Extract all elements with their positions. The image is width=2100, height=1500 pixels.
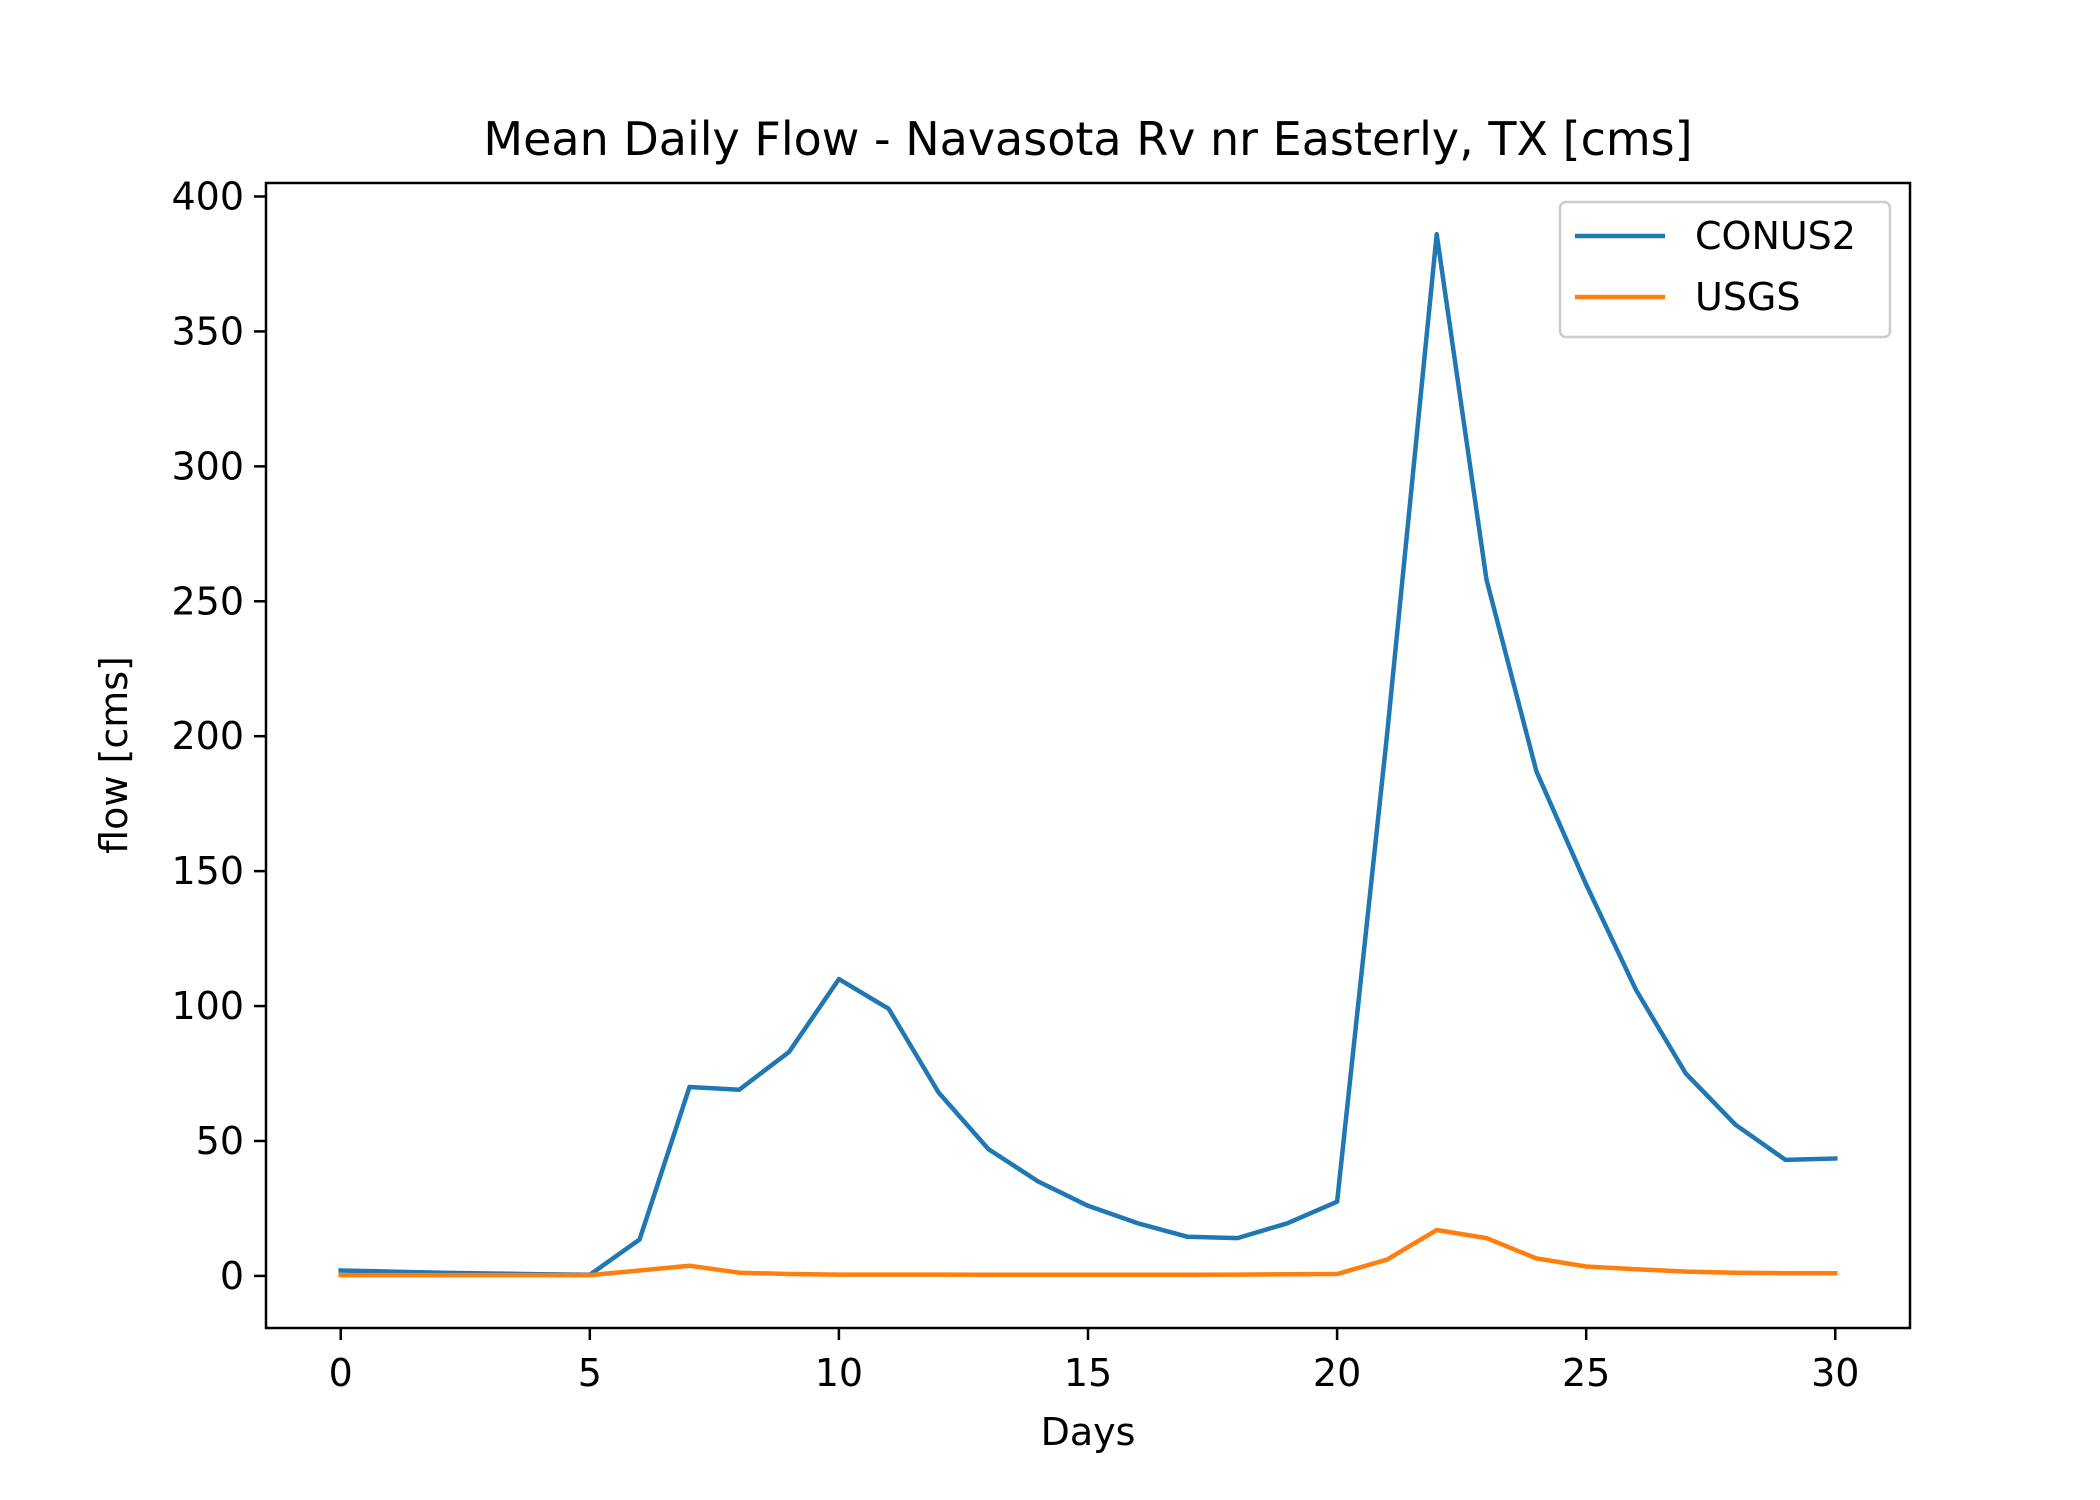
- y-tick-label: 350: [171, 309, 244, 353]
- y-tick-label: 150: [171, 849, 244, 893]
- y-tick-label: 50: [196, 1119, 244, 1163]
- y-tick-label: 300: [171, 444, 244, 488]
- x-tick-label: 0: [329, 1351, 353, 1395]
- y-axis-label: flow [cms]: [92, 656, 136, 854]
- x-tick-label: 5: [578, 1351, 602, 1395]
- x-tick-label: 15: [1064, 1351, 1112, 1395]
- y-axis-ticks: 0 50 100 150 200 250 300 350 400: [171, 174, 266, 1298]
- plot-lines: [338, 232, 1838, 1278]
- y-tick-label: 400: [171, 174, 244, 218]
- x-tick-label: 25: [1562, 1351, 1610, 1395]
- x-tick-label: 30: [1811, 1351, 1859, 1395]
- series-line-usgs: [338, 1227, 1838, 1278]
- x-tick-label: 10: [815, 1351, 863, 1395]
- legend-label-usgs: USGS: [1695, 275, 1801, 319]
- y-tick-label: 100: [171, 984, 244, 1028]
- legend: CONUS2 USGS: [1558, 200, 1892, 339]
- x-tick-label: 20: [1313, 1351, 1361, 1395]
- legend-label-conus2: CONUS2: [1695, 214, 1856, 258]
- y-tick-label: 250: [171, 579, 244, 623]
- x-axis-label: Days: [1041, 1410, 1136, 1454]
- x-axis-ticks: 0 5 10 15 20 25 30: [329, 1328, 1859, 1395]
- y-tick-label: 200: [171, 714, 244, 758]
- chart-title: Mean Daily Flow - Navasota Rv nr Easterl…: [483, 112, 1692, 166]
- y-tick-label: 0: [220, 1254, 244, 1298]
